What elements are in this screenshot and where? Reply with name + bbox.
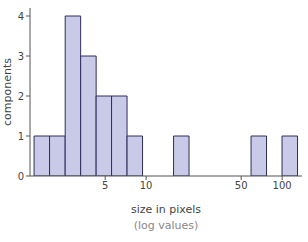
svg-text:0: 0 bbox=[18, 171, 24, 182]
svg-text:50: 50 bbox=[235, 180, 248, 191]
svg-text:5: 5 bbox=[102, 180, 108, 191]
svg-text:2: 2 bbox=[18, 91, 24, 102]
svg-text:100: 100 bbox=[273, 180, 292, 191]
html-text:(log values): (log values) bbox=[133, 219, 199, 232]
html-text:components: components bbox=[0, 58, 14, 126]
html-text:size in pixels: size in pixels bbox=[130, 203, 202, 216]
svg-text:3: 3 bbox=[18, 51, 24, 62]
svg-text:10: 10 bbox=[140, 180, 153, 191]
svg-text:1: 1 bbox=[18, 131, 24, 142]
svg-text:4: 4 bbox=[18, 11, 24, 22]
